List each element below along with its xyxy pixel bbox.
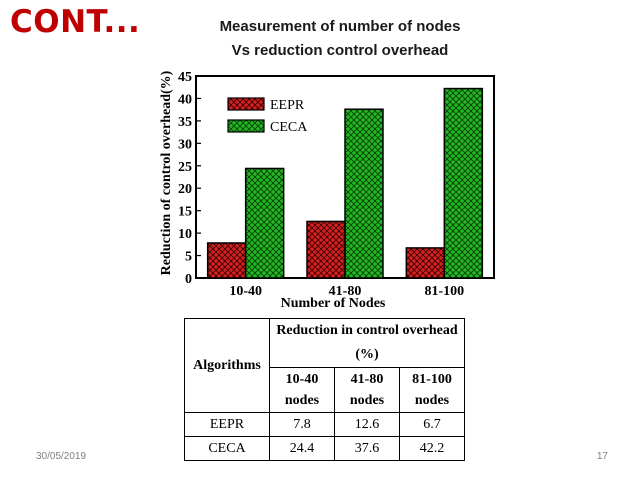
x-axis-title: Number of Nodes (281, 296, 386, 311)
table-row: CECA 24.4 37.6 42.2 (184, 436, 465, 461)
table-cell: 37.6 (334, 436, 400, 461)
table-row: EEPR 7.8 12.6 6.7 (184, 412, 465, 437)
bar-eepr-81-100 (405, 247, 446, 279)
table-cell: 12.6 (334, 412, 400, 437)
bar-eepr-41-80 (306, 220, 346, 279)
footer-date: 30/05/2019 (36, 451, 87, 462)
x-tick-label: 41-80 (329, 284, 362, 299)
page-number: 17 (596, 451, 608, 462)
y-tick-label: 15 (178, 205, 192, 220)
legend-label-eepr: EEPR (270, 98, 305, 113)
y-tick-label: 40 (178, 92, 192, 107)
table-row-label: CECA (184, 436, 270, 461)
legend-swatch-ceca (227, 119, 265, 133)
table-cell: 42.2 (399, 436, 465, 461)
results-table: Algorithms Reduction in control overhead… (184, 318, 465, 461)
x-tick-label: 10-40 (229, 284, 262, 299)
x-tick-label: 81-100 (424, 284, 464, 299)
y-tick-label: 25 (178, 160, 192, 175)
y-tick-label: 30 (178, 137, 192, 152)
table-column-header: 41-80 nodes (334, 367, 400, 413)
table-cell: 7.8 (269, 412, 335, 437)
y-tick-label: 20 (178, 182, 192, 197)
bar-chart: 0 5 10 15 20 25 30 35 40 45 10-40 41-80 81-100 EEPR CE… (159, 70, 495, 311)
table-column-header: 10-40 nodes (269, 367, 335, 413)
table-row-label: EEPR (184, 412, 270, 437)
y-tick-label: 10 (178, 227, 192, 242)
bar-ceca-10-40 (244, 167, 285, 279)
legend-label-ceca: CECA (270, 120, 308, 135)
table-cell: 24.4 (269, 436, 335, 461)
legend-swatch-eepr (227, 97, 265, 111)
y-tick-label: 35 (178, 115, 192, 130)
y-tick-label: 45 (178, 70, 192, 85)
y-axis-title: Reduction of control overhead(%) (159, 70, 174, 275)
table-header-group: Reduction in control overhead (%) (269, 318, 465, 368)
bar-eepr-10-40 (206, 242, 247, 279)
bar-ceca-81-100 (443, 87, 484, 279)
table-column-header: 81-100 nodes (399, 367, 465, 413)
table-header-algorithms: Algorithms (184, 318, 270, 413)
slide-heading: CONT... (10, 4, 141, 40)
y-tick-label: 5 (185, 250, 192, 265)
bar-ceca-41-80 (344, 108, 384, 279)
chart-title-line-1: Measurement of number of nodes (219, 18, 461, 35)
table-cell: 6.7 (399, 412, 465, 437)
chart-title-line-2: Vs reduction control overhead (231, 42, 449, 59)
y-tick-label: 0 (185, 272, 192, 287)
